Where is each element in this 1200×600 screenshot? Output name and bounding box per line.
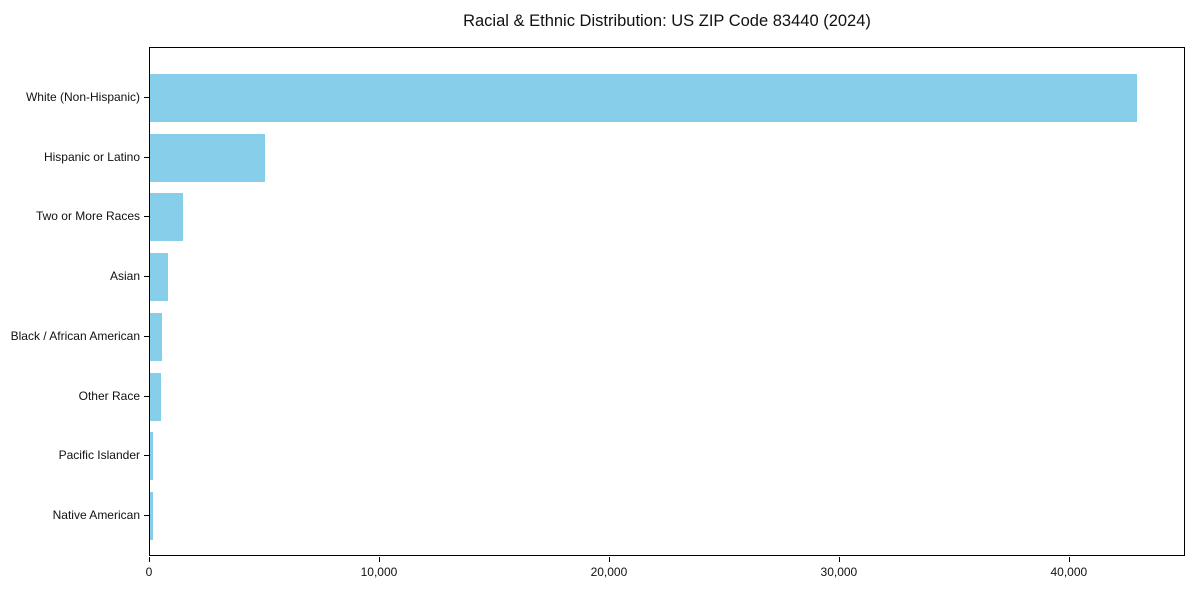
x-tick-label: 20,000 [590, 565, 628, 579]
x-tick-mark [838, 557, 840, 562]
x-tick-mark [608, 557, 610, 562]
y-tick-mark [144, 514, 149, 516]
y-tick-mark [144, 335, 149, 337]
y-tick-label: Black / African American [10, 328, 140, 343]
y-tick-label: Pacific Islander [58, 448, 140, 463]
chart-title: Racial & Ethnic Distribution: US ZIP Cod… [463, 12, 871, 30]
y-tick-mark [144, 276, 149, 278]
bar-native-american [150, 491, 153, 540]
bar-pacific-islander [150, 432, 153, 481]
x-tick-label: 40,000 [1050, 565, 1088, 579]
x-tick-label: 0 [145, 565, 153, 579]
y-tick-mark [144, 395, 149, 397]
bar-black-african-american [150, 312, 163, 361]
y-tick-mark [144, 97, 149, 98]
bar-white-non-hispanic [150, 74, 1137, 122]
bar-two-or-more-races [150, 193, 183, 242]
y-tick-label: Hispanic or Latino [43, 149, 140, 164]
y-tick-label: Asian [109, 269, 140, 284]
bar-hispanic-or-latino [150, 133, 265, 182]
x-tick-mark [378, 557, 380, 562]
x-tick-label: 10,000 [360, 565, 398, 579]
y-tick-label: White (Non-Hispanic) [25, 90, 140, 104]
x-tick-label: 30,000 [820, 565, 858, 579]
y-tick-label: Native American [52, 507, 140, 522]
y-tick-mark [144, 156, 149, 158]
bar-asian [150, 253, 168, 302]
x-tick-mark [1068, 557, 1070, 562]
x-tick-mark [149, 557, 150, 562]
bar-other-race [150, 372, 162, 421]
y-tick-label: Two or More Races [35, 209, 140, 224]
plot-area [149, 47, 1185, 556]
y-tick-label: Other Race [78, 388, 140, 403]
y-tick-mark [144, 216, 149, 218]
y-tick-mark [144, 455, 149, 457]
